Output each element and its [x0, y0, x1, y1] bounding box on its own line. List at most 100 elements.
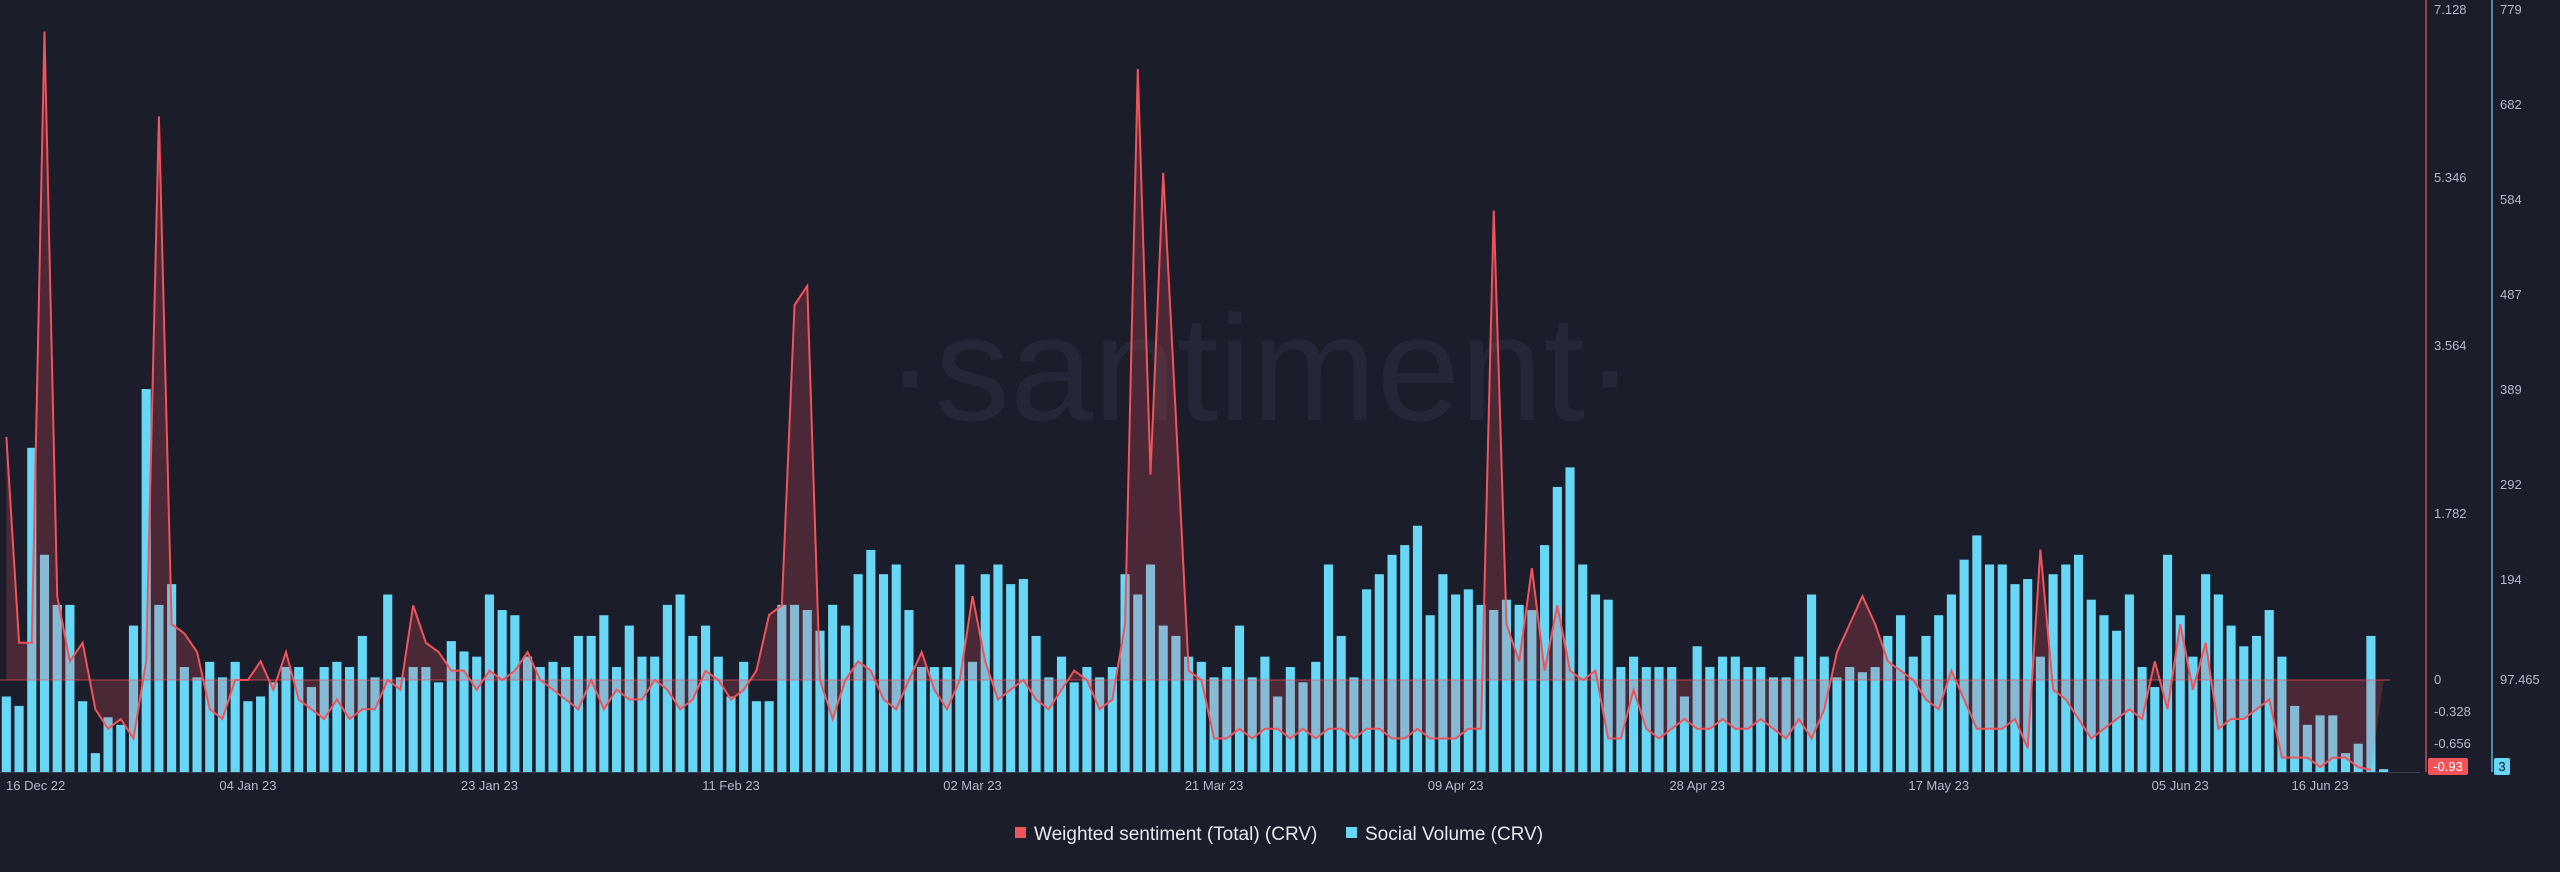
volume-bar — [2264, 610, 2274, 772]
volume-bar — [1425, 615, 1435, 772]
sentiment-last-badge — [2428, 758, 2468, 775]
volume-bar — [2099, 615, 2109, 772]
volume-bar — [217, 677, 228, 772]
volume-bar — [383, 594, 393, 772]
volume-bar — [1946, 594, 1956, 772]
volume-bar — [1171, 635, 1181, 772]
volume-bar — [1336, 635, 1346, 772]
volume-bar — [1501, 599, 1512, 772]
volume-bar — [116, 724, 126, 772]
volume-bar — [205, 661, 215, 772]
volume-bar — [739, 661, 749, 772]
sentiment-area — [6, 31, 2384, 771]
sentiment-last-value: -0.93 — [2433, 759, 2463, 774]
volume-bar — [650, 656, 660, 772]
volume-bar — [1972, 535, 1982, 772]
sentiment-tick-label: 7.128 — [2434, 2, 2467, 17]
volume-bar — [548, 661, 558, 772]
volume-bar — [929, 667, 939, 772]
volume-bar — [2073, 554, 2084, 772]
volume-bar — [2302, 724, 2312, 772]
volume-bar — [1883, 635, 1893, 772]
volume-bar — [1679, 696, 1690, 772]
volume-bar — [2035, 656, 2045, 772]
volume-bar — [2162, 554, 2173, 772]
legend-swatch-sentiment — [1015, 827, 1026, 838]
volume-bar — [1196, 661, 1206, 772]
volume-tick-label: 584 — [2500, 192, 2522, 207]
volume-bar — [1857, 672, 1867, 772]
volume-bar — [2048, 574, 2058, 772]
volume-bar — [1806, 594, 1817, 772]
volume-bar — [967, 661, 978, 772]
volume-bar — [1234, 625, 1245, 772]
volume-bar — [1629, 656, 1639, 772]
volume-bar — [1895, 615, 1906, 772]
volume-bar — [1540, 545, 1550, 772]
volume-bar — [2213, 594, 2223, 772]
volume-bar — [2315, 715, 2325, 772]
volume-bar — [675, 594, 685, 772]
volume-bar — [2023, 579, 2033, 772]
volume-bar — [1451, 594, 1461, 772]
volume-bar — [1603, 599, 1613, 772]
volume-bar — [802, 610, 812, 772]
volume-bar — [2010, 584, 2020, 772]
volume-bar — [1692, 646, 1702, 772]
volume-bar — [904, 610, 914, 772]
volume-tick-label: 97.465 — [2500, 672, 2540, 687]
volume-bar — [2379, 769, 2389, 772]
volume-bar — [853, 574, 863, 772]
volume-bar — [1311, 661, 1321, 772]
volume-bar — [179, 667, 189, 772]
volume-bar — [2239, 646, 2249, 772]
volume-bar — [1006, 584, 1016, 772]
volume-bar — [1209, 677, 1219, 772]
volume-bar — [78, 701, 88, 772]
volume-bar — [2188, 656, 2198, 772]
volume-bar — [535, 667, 545, 772]
volume-bar — [1527, 610, 1537, 772]
x-tick-label: 16 Jun 23 — [2292, 778, 2349, 793]
volume-bar — [141, 389, 151, 772]
legend-label-sentiment: Weighted sentiment (Total) (CRV) — [1034, 824, 1317, 845]
volume-bar — [2201, 574, 2211, 772]
volume-bar — [1044, 677, 1054, 772]
volume-bar — [1400, 545, 1410, 772]
sentiment-tick-label: 5.346 — [2434, 170, 2467, 185]
volume-bar — [1654, 667, 1664, 772]
volume-bar — [637, 656, 647, 772]
x-tick-label: 09 Apr 23 — [1428, 778, 1484, 793]
volume-bar — [1921, 635, 1931, 772]
volume-tick-label: 389 — [2500, 382, 2522, 397]
volume-bar — [1349, 677, 1359, 772]
volume-bar — [2112, 630, 2122, 772]
volume-bar — [2366, 635, 2376, 772]
volume-bar — [90, 753, 100, 772]
volume-bar — [1845, 667, 1855, 772]
x-tick-label: 16 Dec 22 — [6, 778, 65, 793]
volume-bar — [1056, 656, 1067, 772]
volume-bar — [1, 696, 11, 772]
volume-bar — [434, 682, 444, 772]
volume-bar — [1730, 656, 1740, 772]
volume-bar — [573, 635, 583, 772]
volume-bar — [1997, 564, 2007, 772]
volume-bar — [1387, 554, 1397, 772]
volume-last-value: 3 — [2498, 759, 2505, 774]
volume-bar — [700, 625, 711, 772]
sentiment-line — [5, 31, 2372, 771]
volume-bar — [1362, 589, 1372, 772]
x-tick-label: 02 Mar 23 — [943, 778, 1002, 793]
volume-bar — [1768, 677, 1778, 772]
volume-bar — [955, 564, 965, 772]
volume-bar — [1794, 656, 1804, 772]
volume-bar — [1819, 656, 1829, 772]
volume-bar — [1120, 574, 1130, 772]
volume-bar — [128, 625, 139, 772]
x-tick-label: 23 Jan 23 — [461, 778, 518, 793]
volume-bar — [891, 564, 901, 772]
volume-bar — [243, 701, 253, 772]
sentiment-series — [0, 31, 2390, 771]
